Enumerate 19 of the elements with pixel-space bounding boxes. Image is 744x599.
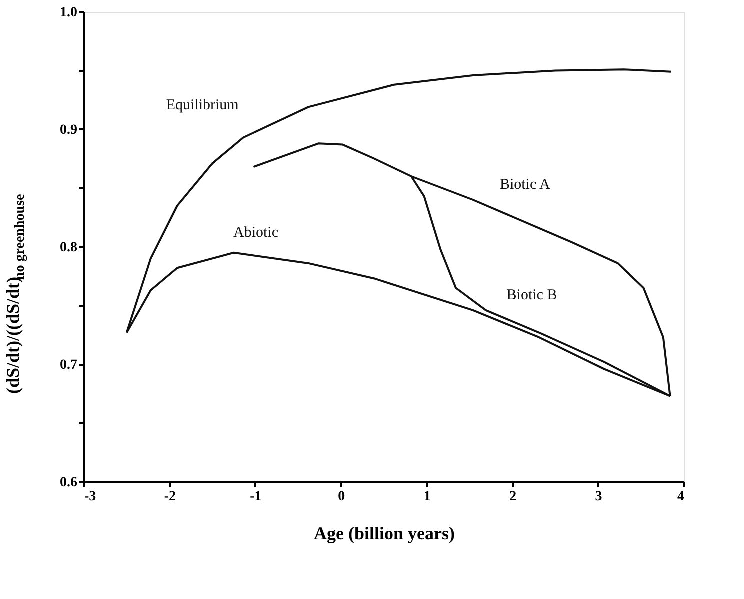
- x-tick-label: 2: [510, 490, 517, 504]
- y-tick-label: 0.9: [60, 123, 78, 138]
- x-axis-title: Age (billion years): [314, 524, 455, 544]
- series-label: Abiotic: [234, 224, 279, 241]
- x-tick-label: 0: [338, 490, 346, 504]
- series-label: Biotic A: [500, 177, 551, 193]
- series-label: Equilibrium: [166, 98, 240, 114]
- x-tick-label: 1: [424, 490, 431, 504]
- x-tick-label: -3: [84, 490, 96, 504]
- series-label: Biotic B: [506, 287, 558, 304]
- y-tick-label: 0.8: [60, 240, 78, 256]
- y-axis-title: (dS/dt)/((dS/dt)no greenhouse: [3, 194, 28, 394]
- x-tick-label: 4: [678, 490, 684, 504]
- y-tick-label: 0.6: [60, 476, 78, 490]
- y-tick-label: 0.7: [60, 358, 78, 373]
- y-tick-label: 1.0: [60, 6, 78, 20]
- x-tick-label: -1: [250, 490, 262, 504]
- x-tick-label: 3: [595, 490, 602, 504]
- x-tick-label: -2: [164, 490, 176, 504]
